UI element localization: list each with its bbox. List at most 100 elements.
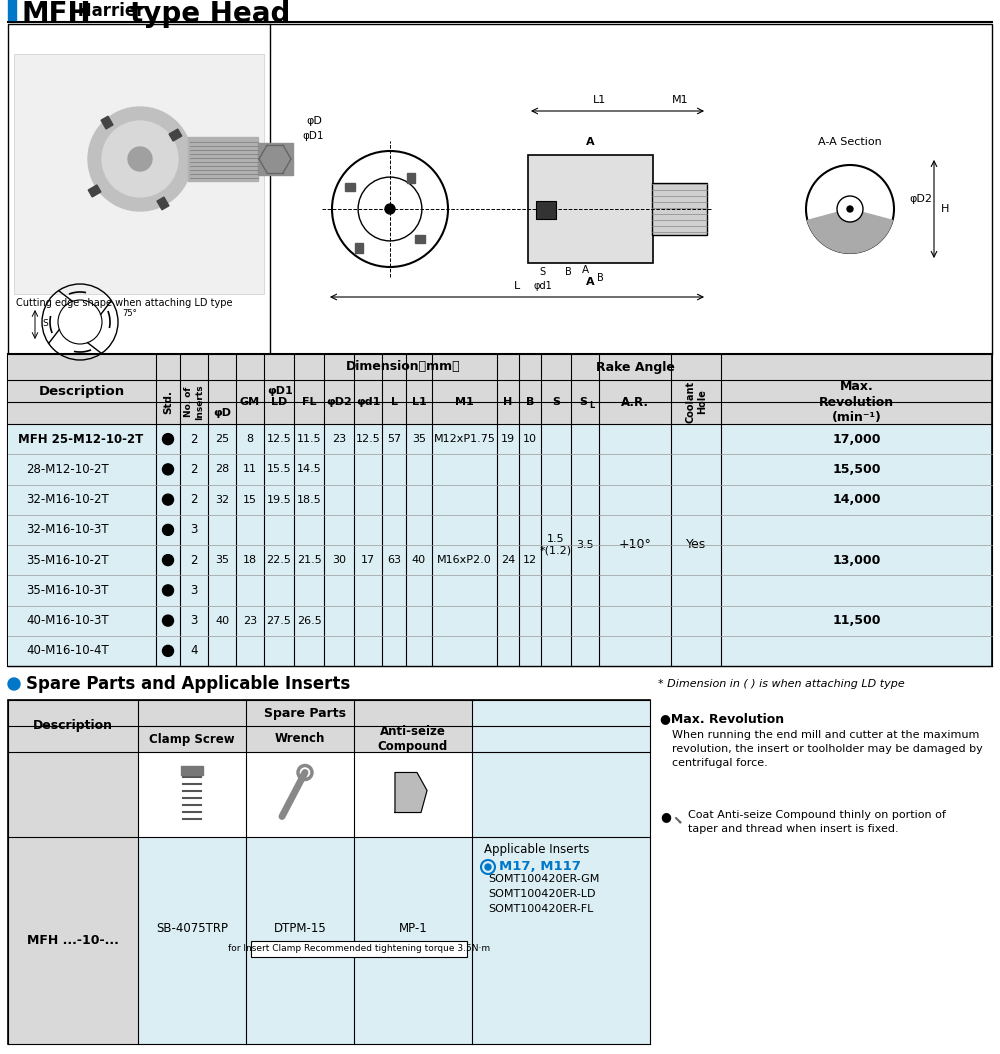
Circle shape: [162, 525, 174, 535]
Bar: [251, 940, 467, 956]
Text: S: S: [579, 397, 587, 407]
Text: SOMT100420ER-GM
SOMT100420ER-LD
SOMT100420ER-FL: SOMT100420ER-GM SOMT100420ER-LD SOMT1004…: [488, 874, 599, 914]
Circle shape: [88, 108, 192, 211]
Text: 40: 40: [215, 616, 229, 626]
Text: 24: 24: [501, 555, 515, 565]
Text: LD: LD: [271, 397, 287, 407]
Text: 13,000: 13,000: [832, 553, 881, 567]
Text: A.R.: A.R.: [621, 395, 649, 409]
Text: Description: Description: [33, 720, 113, 733]
Text: 30: 30: [332, 555, 346, 565]
Text: φD: φD: [213, 408, 231, 418]
Text: H: H: [941, 204, 949, 214]
Bar: [8, 424, 992, 454]
Text: 57: 57: [387, 434, 401, 444]
Text: 2: 2: [190, 553, 198, 567]
Text: 14.5: 14.5: [297, 465, 321, 474]
Text: Wrench: Wrench: [275, 733, 325, 745]
Text: φd1: φd1: [356, 397, 380, 407]
Text: B: B: [565, 267, 571, 277]
Bar: [181, 765, 203, 775]
Text: 8: 8: [246, 434, 254, 444]
Bar: [8, 514, 992, 545]
Text: Cutting edge shape when attaching LD type: Cutting edge shape when attaching LD typ…: [16, 298, 232, 308]
Text: 40-M16-10-3T: 40-M16-10-3T: [26, 614, 109, 627]
Text: Harrier: Harrier: [72, 2, 150, 20]
Text: M1: M1: [455, 397, 474, 407]
Text: type Head: type Head: [130, 0, 290, 28]
Text: φD1: φD1: [267, 386, 293, 396]
Text: Anti-seize
Compound: Anti-seize Compound: [378, 725, 448, 753]
Text: L1: L1: [593, 95, 607, 105]
Text: 12: 12: [523, 555, 537, 565]
Text: ●Max. Revolution: ●Max. Revolution: [660, 713, 784, 725]
Text: 23: 23: [332, 434, 346, 444]
Text: MFH: MFH: [22, 0, 92, 28]
Text: L1: L1: [412, 397, 426, 407]
Bar: [8, 700, 138, 1045]
Text: 14,000: 14,000: [832, 493, 881, 506]
Bar: [138, 752, 472, 837]
Circle shape: [485, 864, 491, 870]
Bar: [138, 837, 246, 1045]
Text: 26.5: 26.5: [297, 616, 321, 626]
Bar: [14, 54, 264, 294]
Text: 35-M16-10-3T: 35-M16-10-3T: [26, 584, 108, 597]
Text: A: A: [586, 277, 594, 287]
Text: L: L: [514, 281, 520, 291]
Bar: [528, 155, 653, 264]
Text: 11: 11: [243, 465, 257, 474]
Text: S: S: [552, 397, 560, 407]
Text: 23: 23: [243, 616, 257, 626]
Text: 3: 3: [190, 524, 198, 536]
Text: L: L: [390, 397, 398, 407]
Text: 18.5: 18.5: [297, 494, 321, 505]
Text: 28: 28: [215, 465, 229, 474]
Text: for Insert Clamp Recommended tightening torque 3.5N·m: for Insert Clamp Recommended tightening …: [228, 944, 490, 953]
Bar: [8, 0, 16, 20]
Text: φD1: φD1: [61, 370, 79, 379]
Text: Dimension（mm）: Dimension（mm）: [346, 360, 461, 373]
Text: φD: φD: [64, 378, 76, 387]
Text: 28-M12-10-2T: 28-M12-10-2T: [26, 463, 109, 475]
Text: Std.: Std.: [163, 390, 173, 414]
FancyArrowPatch shape: [676, 818, 680, 822]
Text: H: H: [503, 397, 513, 407]
Bar: [8, 454, 992, 485]
Circle shape: [847, 206, 853, 212]
Text: φD1: φD1: [302, 131, 324, 141]
Bar: [188, 137, 258, 181]
Text: 22.5: 22.5: [267, 555, 291, 565]
Text: A-A Section: A-A Section: [818, 137, 882, 147]
Text: M12xP1.75: M12xP1.75: [434, 434, 495, 444]
Text: SB-4075TRP: SB-4075TRP: [156, 922, 228, 935]
Text: GM: GM: [240, 397, 260, 407]
Bar: [345, 183, 355, 192]
Text: Spare Parts and Applicable Inserts: Spare Parts and Applicable Inserts: [26, 675, 350, 692]
Text: 3.5: 3.5: [576, 540, 594, 550]
Polygon shape: [395, 773, 427, 813]
Text: 21.5: 21.5: [297, 555, 321, 565]
Text: 18: 18: [243, 555, 257, 565]
Text: Rake Angle: Rake Angle: [596, 360, 674, 373]
Bar: [138, 726, 246, 752]
Text: Description: Description: [39, 385, 125, 397]
Circle shape: [162, 645, 174, 657]
Text: 75°: 75°: [122, 310, 137, 318]
Text: * Dimension in ( ) is when attaching LD type: * Dimension in ( ) is when attaching LD …: [658, 679, 905, 689]
Bar: [8, 24, 992, 354]
Text: 2: 2: [190, 432, 198, 446]
Circle shape: [162, 554, 174, 566]
Text: φd1: φd1: [533, 281, 552, 291]
Bar: [246, 837, 354, 1045]
Text: 3: 3: [190, 614, 198, 627]
Bar: [8, 402, 992, 424]
Bar: [8, 636, 992, 666]
Bar: [258, 143, 293, 175]
Text: +10°: +10°: [619, 539, 651, 551]
Text: Coat Anti-seize Compound thinly on portion of
taper and thread when insert is fi: Coat Anti-seize Compound thinly on porti…: [688, 811, 946, 834]
Text: A: A: [581, 265, 589, 275]
Text: 15,500: 15,500: [832, 463, 881, 475]
Bar: [8, 380, 992, 402]
Text: 19.5: 19.5: [267, 494, 291, 505]
